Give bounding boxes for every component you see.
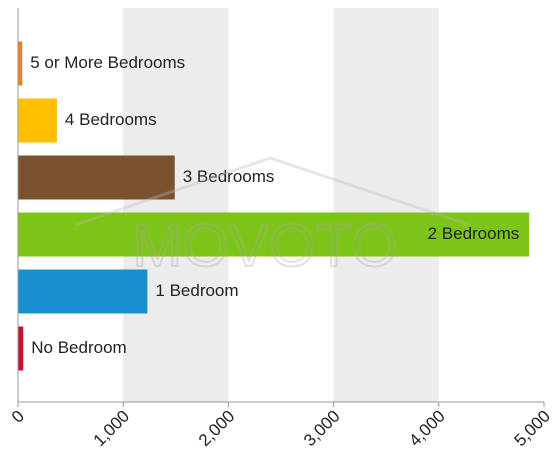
x-tick-label: 4,000: [405, 407, 449, 451]
bar: [18, 326, 24, 371]
bar: [18, 269, 148, 314]
band: [123, 8, 229, 402]
bar-label: 2 Bedrooms: [428, 224, 520, 243]
x-tick-label: 1,000: [90, 407, 134, 451]
watermark-text: MOVOTO: [132, 212, 398, 279]
watermark-roof: [74, 156, 471, 227]
bands: [123, 8, 439, 402]
watermark: MOVOTO: [74, 156, 471, 280]
x-tick-label: 0: [8, 407, 28, 427]
bar-label: 3 Bedrooms: [183, 167, 275, 186]
x-tick-label: 5,000: [510, 407, 553, 451]
bar-label: No Bedroom: [31, 338, 126, 357]
bar-label: 1 Bedroom: [155, 281, 238, 300]
x-tick-label: 2,000: [195, 407, 239, 451]
bar: [18, 155, 175, 200]
bar: [18, 98, 57, 143]
x-tick-label: 3,000: [300, 407, 344, 451]
bar: [18, 41, 23, 86]
bar-label: 5 or More Bedrooms: [30, 53, 185, 72]
band: [333, 8, 439, 402]
bar: [18, 212, 530, 257]
bar-label: 4 Bedrooms: [65, 110, 157, 129]
